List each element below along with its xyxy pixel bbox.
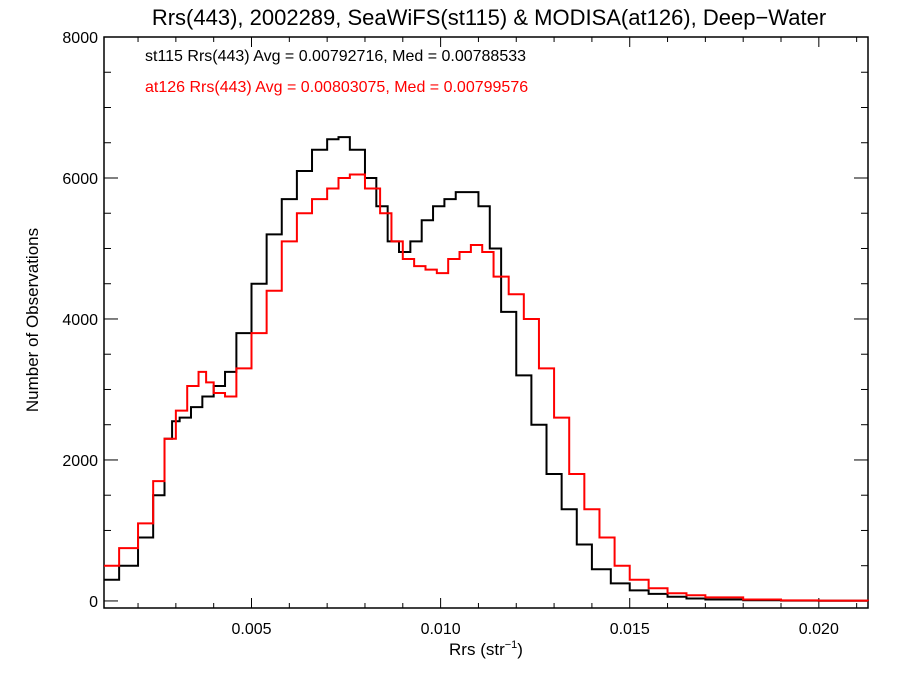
y-tick-label: 8000 xyxy=(62,30,98,47)
x-axis-ticks: 0.005 0.010 0.015 0.020 xyxy=(137,37,858,638)
x-axis-label-close: ) xyxy=(517,640,523,659)
x-tick-label: 0.010 xyxy=(421,621,461,638)
x-axis-label-main: Rrs (str xyxy=(449,640,505,659)
y-tick-label: 6000 xyxy=(62,171,98,188)
y-tick-label: 0 xyxy=(89,594,98,611)
x-tick-label: 0.015 xyxy=(610,621,650,638)
y-axis-label: Number of Observations xyxy=(23,228,42,412)
legend-entry-st115: st115 Rrs(443) Avg = 0.00792716, Med = 0… xyxy=(145,48,526,65)
y-axis-ticks: 0 2000 4000 6000 8000 xyxy=(62,30,868,611)
y-tick-label: 2000 xyxy=(62,453,98,470)
x-tick-label: 0.005 xyxy=(231,621,271,638)
chart-title: Rrs(443), 2002289, SeaWiFS(st115) & MODI… xyxy=(152,5,826,30)
series-layer xyxy=(104,136,869,602)
x-tick-label: 0.020 xyxy=(799,621,839,638)
x-axis-label-exponent: −1 xyxy=(505,639,518,651)
series-at126-line xyxy=(104,173,869,602)
legend-entry-at126: at126 Rrs(443) Avg = 0.00803075, Med = 0… xyxy=(145,79,528,96)
x-axis-label: Rrs (str−1) xyxy=(449,639,523,659)
plot-frame xyxy=(103,36,869,609)
y-tick-label: 4000 xyxy=(62,312,98,329)
series-st115-line xyxy=(104,136,869,602)
